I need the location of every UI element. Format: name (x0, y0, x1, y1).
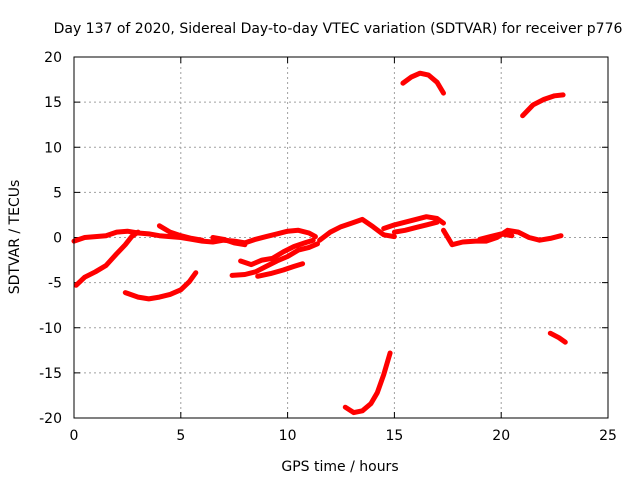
y-tick-label: -10 (39, 321, 62, 337)
series-track-i (122, 270, 199, 302)
series-track-n (520, 92, 566, 119)
series-track-j (229, 241, 320, 278)
series-track-m (400, 70, 446, 96)
series-track-o (342, 350, 393, 416)
series-track-k (238, 237, 316, 268)
y-tick-label: -5 (48, 276, 62, 292)
x-tick-label: 15 (385, 428, 403, 444)
x-axis-label: GPS time / hours (281, 459, 398, 475)
y-axis-label: SDTVAR / TECUs (7, 180, 23, 295)
series-track-d (381, 214, 446, 231)
y-tick-label: -20 (39, 411, 62, 427)
series-track-g (477, 231, 515, 242)
x-tick-label: 20 (492, 428, 510, 444)
chart-title: Day 137 of 2020, Sidereal Day-to-day VTE… (54, 21, 623, 37)
series-track-p (547, 330, 568, 345)
x-tick-label: 0 (70, 428, 79, 444)
y-tick-label: 20 (44, 50, 62, 66)
y-tick-label: 15 (44, 95, 62, 111)
x-tick-label: 25 (599, 428, 617, 444)
series-track-h (73, 229, 141, 288)
series-track-l (255, 261, 306, 279)
x-tick-label: 10 (279, 428, 297, 444)
y-tick-labels: -20 -15 -10 -5 0 5 10 15 20 (39, 50, 62, 427)
x-tick-label: 5 (176, 428, 185, 444)
plot-frame (73, 56, 609, 419)
series-track-e (391, 219, 440, 235)
series-track-c (317, 216, 397, 243)
series-track-a (156, 223, 205, 243)
y-tick-label: -15 (39, 366, 62, 382)
y-tick-label: 5 (53, 185, 62, 201)
x-tick-labels: 0 5 10 15 20 25 (70, 428, 617, 444)
y-tick-label: 0 (53, 231, 62, 247)
series-track-b (210, 235, 248, 248)
y-tick-label: 10 (44, 140, 62, 156)
data-series (71, 70, 568, 416)
